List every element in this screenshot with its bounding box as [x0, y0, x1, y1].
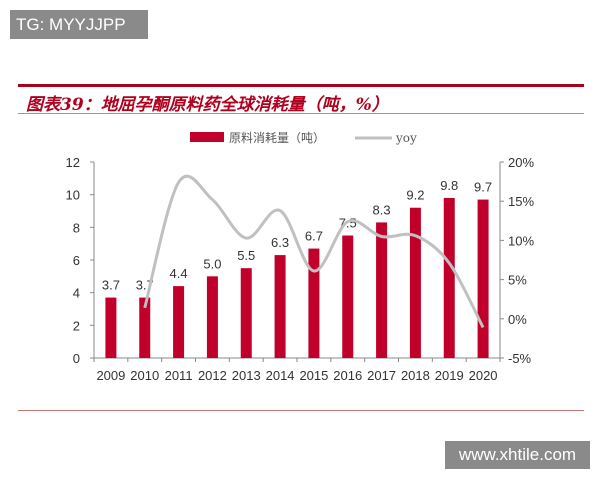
- watermark-bottom: www.xhtile.com: [445, 441, 590, 469]
- bar-data-label: 5.5: [237, 248, 255, 263]
- x-tick-label: 2011: [165, 368, 193, 383]
- right-tick-label: 15%: [508, 194, 534, 209]
- legend-bar-swatch: [190, 132, 224, 142]
- x-tick-label: 2018: [401, 368, 430, 383]
- right-tick-label: 0%: [508, 312, 527, 327]
- bar-data-label: 4.4: [170, 266, 188, 281]
- right-tick-label: -5%: [508, 351, 532, 366]
- bar-2020: [477, 199, 489, 358]
- bar-data-label: 9.8: [440, 178, 458, 193]
- x-tick-label: 2019: [435, 368, 464, 383]
- bar-data-label: 9.2: [406, 188, 424, 203]
- right-tick-label: 10%: [508, 233, 534, 248]
- watermark-top: TG: MYYJJPP: [10, 10, 148, 39]
- legend-line-label: yoy: [395, 131, 417, 145]
- bar-data-label: 9.7: [474, 180, 492, 195]
- bar-2017: [376, 222, 388, 358]
- bar-data-label: 3.7: [102, 278, 120, 293]
- x-tick-label: 2016: [333, 368, 362, 383]
- legend-bar-label: 原料消耗量（吨）: [229, 131, 325, 145]
- left-tick-label: 4: [73, 286, 80, 301]
- left-tick-label: 6: [73, 253, 80, 268]
- left-tick-label: 8: [73, 220, 80, 235]
- x-tick-label: 2009: [96, 368, 125, 383]
- bar-2011: [173, 286, 185, 358]
- left-tick-label: 0: [73, 351, 80, 366]
- title-bottom-rule: [18, 113, 584, 114]
- chart-title: 图表39：地屈孕酮原料药全球消耗量（吨，%）: [26, 95, 389, 115]
- x-tick-label: 2012: [198, 368, 227, 383]
- bar-data-label: 6.3: [271, 235, 289, 250]
- bar-2009: [105, 297, 117, 358]
- x-tick-label: 2017: [367, 368, 396, 383]
- bar-2014: [274, 255, 286, 358]
- bar-data-label: 8.3: [373, 202, 391, 217]
- bar-data-label: 5.0: [203, 256, 221, 271]
- x-tick-label: 2015: [299, 368, 328, 383]
- right-tick-label: 5%: [508, 273, 527, 288]
- yoy-line: [143, 174, 485, 329]
- bar-2018: [409, 207, 421, 358]
- left-tick-label: 12: [66, 155, 80, 170]
- title-top-rule: [18, 84, 584, 87]
- bar-2012: [206, 276, 218, 358]
- x-tick-label: 2010: [130, 368, 159, 383]
- bar-2015: [308, 248, 320, 358]
- left-tick-label: 10: [66, 188, 80, 203]
- x-tick-label: 2020: [469, 368, 498, 383]
- x-tick-label: 2013: [232, 368, 261, 383]
- bar-2019: [443, 197, 455, 358]
- bar-data-label: 6.7: [305, 229, 323, 244]
- bottom-rule: [18, 410, 584, 411]
- bar-2016: [342, 235, 354, 358]
- bar-2013: [240, 268, 252, 358]
- bar-2010: [139, 297, 151, 358]
- x-tick-label: 2014: [266, 368, 295, 383]
- right-tick-label: 20%: [508, 155, 534, 170]
- left-tick-label: 2: [73, 318, 80, 333]
